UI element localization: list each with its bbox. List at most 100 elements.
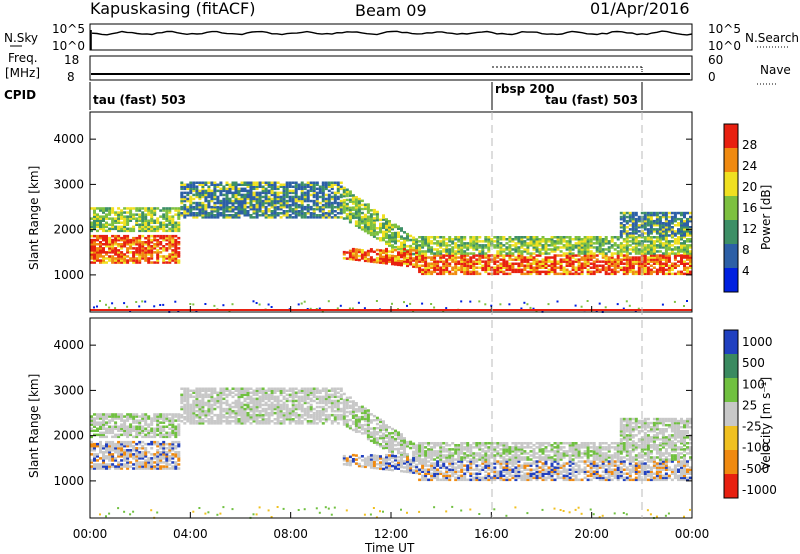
data-cell — [192, 193, 196, 197]
data-cell — [231, 508, 234, 511]
data-cell — [553, 266, 557, 269]
data-cell — [147, 461, 151, 464]
data-cell — [201, 191, 205, 195]
data-cell — [177, 429, 181, 432]
data-cell — [520, 258, 524, 261]
data-cell — [330, 413, 334, 417]
data-cell — [309, 212, 313, 215]
data-cell — [649, 242, 653, 245]
data-cell — [231, 193, 235, 197]
data-cell — [189, 212, 193, 215]
data-cell — [580, 240, 584, 243]
data-cell — [622, 262, 626, 265]
data-cell — [177, 463, 181, 466]
data-cell — [333, 195, 337, 199]
data-cell — [333, 387, 337, 390]
data-cell — [385, 262, 388, 265]
data-cell — [595, 248, 599, 251]
data-cell — [511, 258, 515, 261]
data-cell — [138, 461, 142, 464]
data-cell — [126, 236, 130, 240]
data-cell — [412, 249, 416, 252]
data-cell — [351, 247, 355, 251]
data-cell — [216, 416, 220, 419]
data-cell — [683, 230, 686, 233]
data-cell — [225, 195, 229, 199]
data-cell — [327, 399, 331, 403]
data-cell — [114, 425, 118, 428]
data-cell — [150, 217, 154, 220]
data-cell — [544, 272, 548, 276]
data-cell — [403, 243, 406, 246]
data-cell — [114, 417, 118, 420]
data-cell — [652, 219, 656, 223]
data-cell — [162, 447, 166, 450]
data-cell — [532, 252, 536, 255]
data-cell — [637, 252, 641, 255]
data-cell — [538, 266, 542, 269]
data-cell — [96, 453, 99, 456]
data-cell — [267, 191, 271, 195]
data-cell — [207, 409, 211, 413]
data-cell — [511, 244, 515, 247]
data-cell — [541, 246, 545, 249]
data-cell — [315, 507, 318, 510]
data-cell — [339, 397, 343, 401]
data-cell — [246, 413, 250, 417]
data-cell — [508, 303, 511, 306]
data-cell — [547, 303, 550, 306]
data-cell — [664, 230, 668, 233]
data-cell — [93, 453, 96, 456]
data-cell — [330, 393, 334, 397]
data-cell — [111, 238, 115, 242]
data-cell — [502, 272, 506, 276]
data-cell — [102, 419, 105, 422]
data-cell — [117, 415, 121, 418]
data-cell — [424, 272, 428, 276]
data-cell — [689, 270, 692, 274]
data-cell — [99, 219, 102, 222]
data-cell — [439, 242, 443, 245]
data-cell — [391, 256, 394, 260]
data-cell — [312, 389, 316, 392]
data-cell — [204, 205, 208, 209]
data-cell — [321, 405, 325, 409]
data-cell — [634, 270, 638, 274]
data-cell — [460, 256, 464, 259]
data-cell — [255, 195, 259, 199]
data-cell — [243, 197, 247, 201]
data-cell — [366, 219, 370, 222]
data-cell — [318, 210, 322, 213]
data-cell — [487, 268, 491, 272]
data-cell — [631, 219, 635, 223]
data-cell — [508, 272, 512, 276]
data-cell — [330, 420, 334, 423]
data-cell — [282, 391, 286, 394]
data-cell — [604, 252, 608, 255]
data-cell — [285, 389, 289, 392]
data-cell — [276, 389, 280, 392]
data-cell — [388, 256, 391, 259]
data-cell — [138, 447, 142, 450]
data-cell — [360, 220, 364, 223]
data-cell — [466, 260, 470, 263]
data-cell — [363, 255, 367, 258]
data-cell — [348, 257, 352, 261]
data-cell — [231, 401, 235, 405]
data-cell — [132, 241, 136, 244]
data-cell — [667, 272, 671, 276]
data-cell — [683, 305, 685, 307]
data-cell — [436, 250, 440, 253]
data-cell — [270, 420, 274, 423]
data-cell — [117, 425, 121, 428]
data-cell — [400, 241, 403, 244]
data-cell — [556, 254, 560, 257]
data-cell — [291, 403, 295, 407]
data-cell — [132, 444, 136, 448]
data-cell — [108, 427, 112, 430]
cpid-label: CPID — [4, 88, 36, 102]
data-cell — [686, 258, 689, 261]
data-cell — [604, 248, 608, 251]
data-cell — [634, 230, 638, 233]
data-cell — [631, 217, 635, 221]
